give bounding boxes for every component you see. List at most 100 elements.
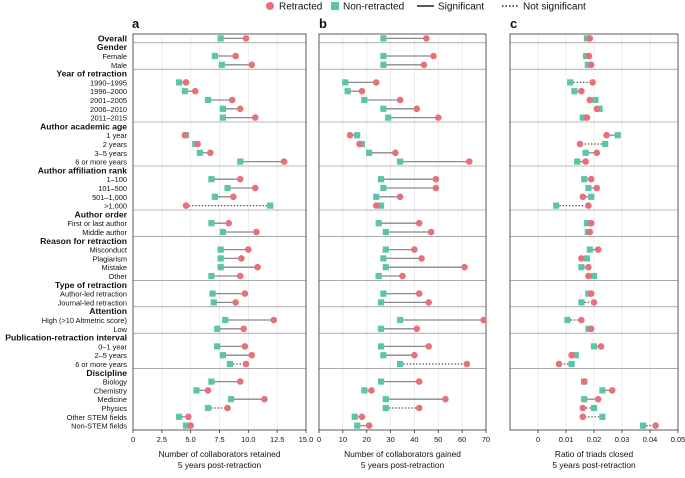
non-retracted-marker [208, 378, 215, 385]
non-retracted-marker [578, 264, 585, 271]
retracted-marker [463, 360, 471, 368]
retracted-marker [411, 351, 418, 359]
non-retracted-marker [361, 387, 368, 394]
x-tick-label: 2.5 [157, 435, 167, 444]
retracted-marker [589, 79, 596, 86]
retracted-marker [420, 61, 428, 69]
row-label: Chemistry [94, 386, 128, 395]
non-retracted-marker [208, 176, 215, 183]
non-retracted-marker [375, 220, 382, 227]
row-label: 501–1,000 [92, 193, 127, 202]
non-retracted-marker [397, 316, 404, 324]
row-label: Medicine [97, 395, 127, 404]
retracted-marker [580, 378, 588, 385]
retracted-marker [585, 52, 593, 60]
row-label: First or last author [67, 219, 127, 228]
non-retracted-marker [377, 325, 385, 332]
non-retracted-marker [211, 52, 218, 60]
retracted-marker [555, 360, 563, 368]
non-retracted-marker [568, 360, 575, 368]
row-label: Misconduct [90, 246, 127, 255]
retracted-marker [225, 219, 233, 227]
retracted-marker [241, 290, 249, 297]
non-retracted-marker [382, 404, 389, 412]
retracted-marker [245, 246, 252, 253]
row-label: Biology [103, 378, 128, 387]
row-label: Attention [89, 306, 127, 316]
non-retracted-marker [382, 396, 389, 403]
x-tick-label: 70 [482, 435, 490, 444]
retracted-marker [415, 378, 423, 385]
row-label: 101–500 [98, 184, 127, 193]
retracted-marker [432, 175, 440, 183]
x-tick-label: 0 [536, 435, 540, 444]
row-label: 1 year [106, 131, 127, 140]
retracted-marker [396, 96, 404, 104]
non-retracted-marker [176, 79, 183, 86]
non-retracted-marker [182, 422, 190, 429]
non-retracted-marker [397, 158, 404, 165]
non-retracted-marker [204, 96, 212, 104]
retracted-marker [603, 131, 610, 139]
retracted-marker [442, 395, 449, 403]
non-retracted-marker [344, 88, 351, 95]
retracted-marker [578, 316, 585, 324]
retracted-marker [270, 316, 278, 324]
non-retracted-marker [361, 96, 368, 104]
retracted-marker [593, 149, 601, 157]
retracted-marker [232, 52, 239, 60]
non-retracted-marker [590, 272, 598, 280]
non-retracted-marker [193, 387, 200, 394]
retracted-marker [182, 202, 190, 209]
non-retracted-marker [582, 149, 589, 156]
non-retracted-marker [354, 132, 361, 139]
row-label: 6 or more years [75, 360, 127, 369]
row-label: Reason for retraction [40, 236, 127, 246]
legend-not-significant-label: Not significant [523, 2, 586, 13]
non-retracted-marker [583, 255, 591, 262]
retracted-marker [585, 263, 592, 271]
x-tick-label: 0.03 [615, 435, 629, 444]
row-label: Physics [102, 404, 128, 413]
retracted-marker [425, 343, 433, 350]
legend: Retracted Non-retracted Significant Not … [266, 2, 586, 13]
retracted-marker [396, 193, 404, 201]
x-tick-label: 0.01 [559, 435, 573, 444]
non-retracted-marker [571, 88, 578, 95]
retracted-marker [236, 105, 244, 113]
retracted-marker [579, 413, 587, 421]
retracted-marker [594, 246, 602, 253]
retracted-marker [248, 61, 256, 69]
non-retracted-marker [380, 35, 387, 42]
row-label: Author academic age [40, 121, 127, 131]
retracted-marker [576, 140, 584, 148]
non-retracted-marker [592, 96, 599, 104]
x-tick-label: 0.05 [671, 435, 685, 444]
non-retracted-marker [377, 176, 385, 183]
retracted-marker [608, 387, 616, 394]
non-retracted-marker [214, 343, 221, 350]
x-tick-label: 30 [386, 435, 394, 444]
retracted-marker [579, 193, 587, 201]
retracted-marker [583, 114, 591, 121]
retracted-marker [240, 325, 248, 333]
legend-non-retracted-marker [331, 2, 339, 10]
retracted-marker [590, 299, 598, 306]
x-axis-label: Number of collaborators gained 5 years po… [344, 449, 461, 470]
panel-a: 0 2.5 5.0 7.5 10.0 12.5 15.0 Number of collabor… [131, 33, 313, 470]
retracted-marker [587, 219, 595, 227]
panel-label-c: c [510, 16, 517, 31]
non-retracted-marker [583, 220, 591, 227]
row-label: Discipline [86, 368, 127, 378]
retracted-marker [182, 79, 190, 86]
x-tick-label: 0 [131, 435, 135, 444]
non-retracted-marker [377, 299, 385, 306]
retracted-marker [578, 87, 585, 95]
non-retracted-marker [226, 360, 233, 368]
non-retracted-marker [578, 299, 585, 306]
non-retracted-marker [267, 202, 274, 209]
row-label: Other [109, 272, 128, 281]
non-retracted-marker [380, 352, 387, 359]
